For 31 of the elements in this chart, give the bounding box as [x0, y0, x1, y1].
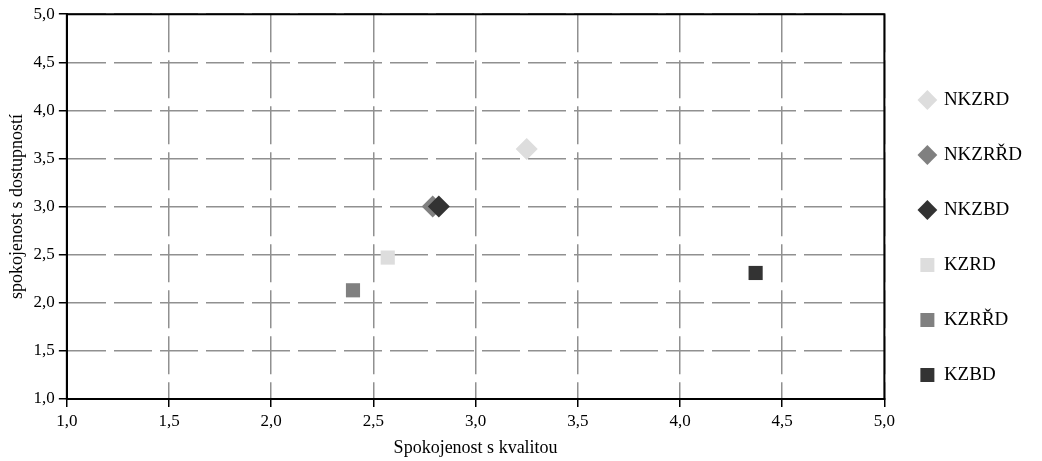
- legend-label: NKZRŘD: [943, 142, 1023, 164]
- y-tick-label: 3,5: [33, 147, 55, 167]
- x-tick-label: 4,0: [669, 410, 691, 430]
- y-tick-label: 1,5: [33, 340, 55, 360]
- y-tick-label: 2,5: [33, 244, 55, 264]
- x-tick-label: 2,0: [260, 410, 282, 430]
- point: [345, 283, 361, 298]
- y-tick-label: 1,0: [33, 388, 55, 408]
- y-tick-label: 4,5: [33, 51, 55, 71]
- legend-label: NKZBD: [943, 197, 1010, 219]
- legend-label: KZRŘD: [943, 307, 1009, 329]
- y-tick-label: 5,0: [33, 3, 55, 23]
- point: [380, 250, 395, 265]
- x-tick-label: 3,0: [464, 410, 487, 430]
- point: [515, 137, 538, 160]
- legend-label: NKZRD: [943, 87, 1010, 109]
- x-tick-label: 3,5: [567, 410, 589, 430]
- point: [748, 265, 763, 281]
- x-tick-label: 4,5: [771, 410, 793, 430]
- y-tick-label: 4,0: [33, 99, 55, 119]
- y-tick-label: 2,0: [33, 292, 55, 312]
- legend-label: KZRD: [943, 252, 996, 274]
- point: [427, 195, 450, 218]
- y-tick-label: 3,0: [33, 196, 55, 216]
- legend-label: KZBD: [943, 362, 996, 384]
- x-tick-label: 5,0: [873, 410, 896, 430]
- x-tick-label: 1,0: [56, 410, 78, 430]
- x-tick-label: 1,5: [158, 410, 180, 430]
- x-axis-title: Spokojenost s kvalitou: [393, 436, 558, 457]
- x-tick-label: 2,5: [362, 410, 385, 430]
- y-axis-title: spokojenost s dostupností: [5, 114, 26, 300]
